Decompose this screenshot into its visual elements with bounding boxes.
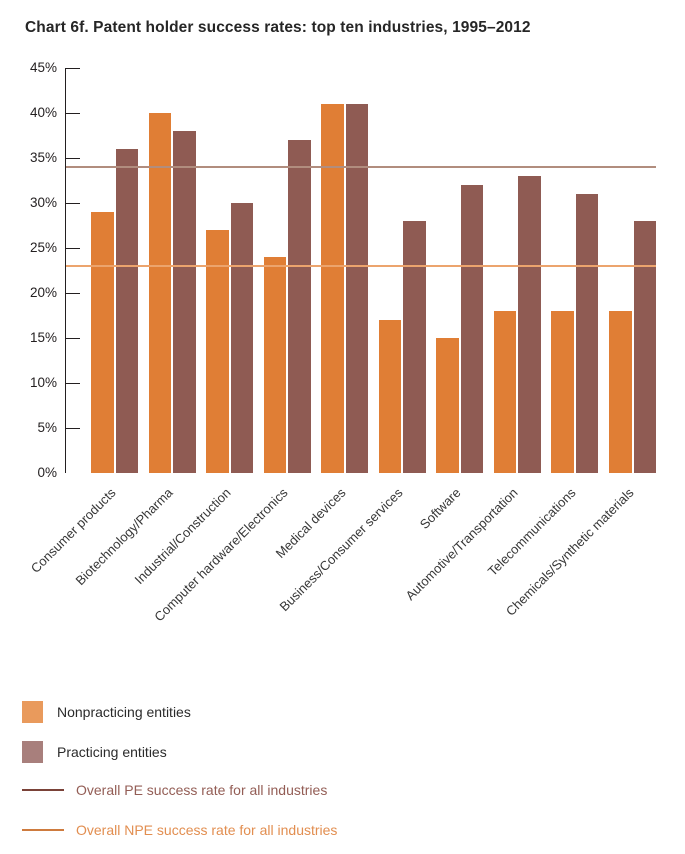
npe-overall-line-swatch: [22, 829, 64, 831]
pe-bar-9: [575, 194, 599, 473]
y-axis-tick: [66, 428, 80, 429]
plot-area: [65, 68, 656, 473]
pe-bar-8: [518, 176, 541, 473]
pe-bar-6: [403, 221, 426, 473]
pe-bar-10: [633, 221, 656, 473]
y-axis-tick-label: 45%: [29, 60, 57, 75]
legend-item-pe-line: Overall PE success rate for all industri…: [22, 782, 327, 798]
pe-overall-reference-line: [66, 166, 656, 168]
x-axis-category-label: Computer hardware/Electronics: [151, 485, 291, 625]
pe-legend-swatch: [22, 741, 43, 763]
chart-title: Chart 6f. Patent holder success rates: t…: [25, 19, 531, 36]
y-axis-tick: [66, 113, 80, 114]
y-axis-tick-label: 30%: [29, 195, 57, 210]
pe-bar-2: [173, 131, 196, 473]
x-axis-category-label: Telecommunications: [484, 485, 579, 579]
y-axis-tick-label: 25%: [29, 240, 57, 255]
npe-bar-9: [551, 311, 574, 473]
x-axis-category-label: Software: [416, 485, 464, 532]
npe-legend-label: Nonpracticing entities: [57, 704, 191, 720]
y-axis-tick: [66, 293, 80, 294]
pe-bar-5: [345, 104, 369, 473]
npe-bar-2: [148, 113, 172, 473]
legend-item-npe-line: Overall NPE success rate for all industr…: [22, 822, 337, 838]
npe-bar-6: [378, 320, 402, 473]
pe-bar-3: [230, 203, 254, 473]
y-axis-tick: [66, 158, 80, 159]
npe-bar-1: [91, 212, 114, 473]
y-axis-tick: [66, 338, 80, 339]
y-axis-tick-label: 35%: [29, 150, 57, 165]
x-axis-category-label: Automotive/Transportation: [402, 485, 521, 604]
chart-area: 0% 5% 10% 15% 20% 25% 30% 35% 40% 45% Consumer pr…: [27, 60, 656, 624]
pe-overall-line-swatch: [22, 789, 64, 791]
x-axis-category-label: Business/Consumer services: [276, 485, 406, 615]
y-axis-tick: [66, 203, 80, 204]
x-axis-category-label: Chemicals/Synthetic materials: [502, 485, 637, 619]
pe-legend-label: Practicing entities: [57, 744, 167, 760]
npe-bar-3: [206, 230, 229, 473]
y-axis-tick: [66, 248, 80, 249]
y-axis-tick-label: 0%: [37, 465, 57, 480]
y-axis-tick-label: 15%: [29, 330, 57, 345]
y-axis-tick: [66, 383, 80, 384]
pe-bar-4: [288, 140, 311, 473]
npe-bar-5: [321, 104, 344, 473]
pe-overall-line-label: Overall PE success rate for all industri…: [76, 782, 328, 798]
y-axis-tick: [66, 68, 80, 69]
x-axis-category-label: Industrial/Construction: [131, 485, 234, 588]
pe-bar-7: [460, 185, 484, 473]
npe-bar-8: [493, 311, 517, 473]
y-axis-tick-label: 40%: [29, 105, 57, 120]
y-axis-tick-label: 5%: [37, 420, 57, 435]
npe-bar-7: [436, 338, 459, 473]
x-axis-category-label: Medical devices: [272, 485, 349, 562]
y-axis-tick-label: 20%: [29, 285, 57, 300]
y-axis-tick-label: 10%: [29, 375, 57, 390]
npe-bar-4: [263, 257, 287, 473]
npe-bar-10: [609, 311, 632, 473]
legend-item-npe: Nonpracticing entities: [22, 701, 191, 723]
npe-legend-swatch: [22, 701, 43, 723]
legend-item-pe: Practicing entities: [22, 741, 167, 763]
npe-overall-line-label: Overall NPE success rate for all industr…: [76, 822, 338, 838]
pe-bar-1: [115, 149, 138, 473]
npe-overall-reference-line: [66, 265, 656, 267]
